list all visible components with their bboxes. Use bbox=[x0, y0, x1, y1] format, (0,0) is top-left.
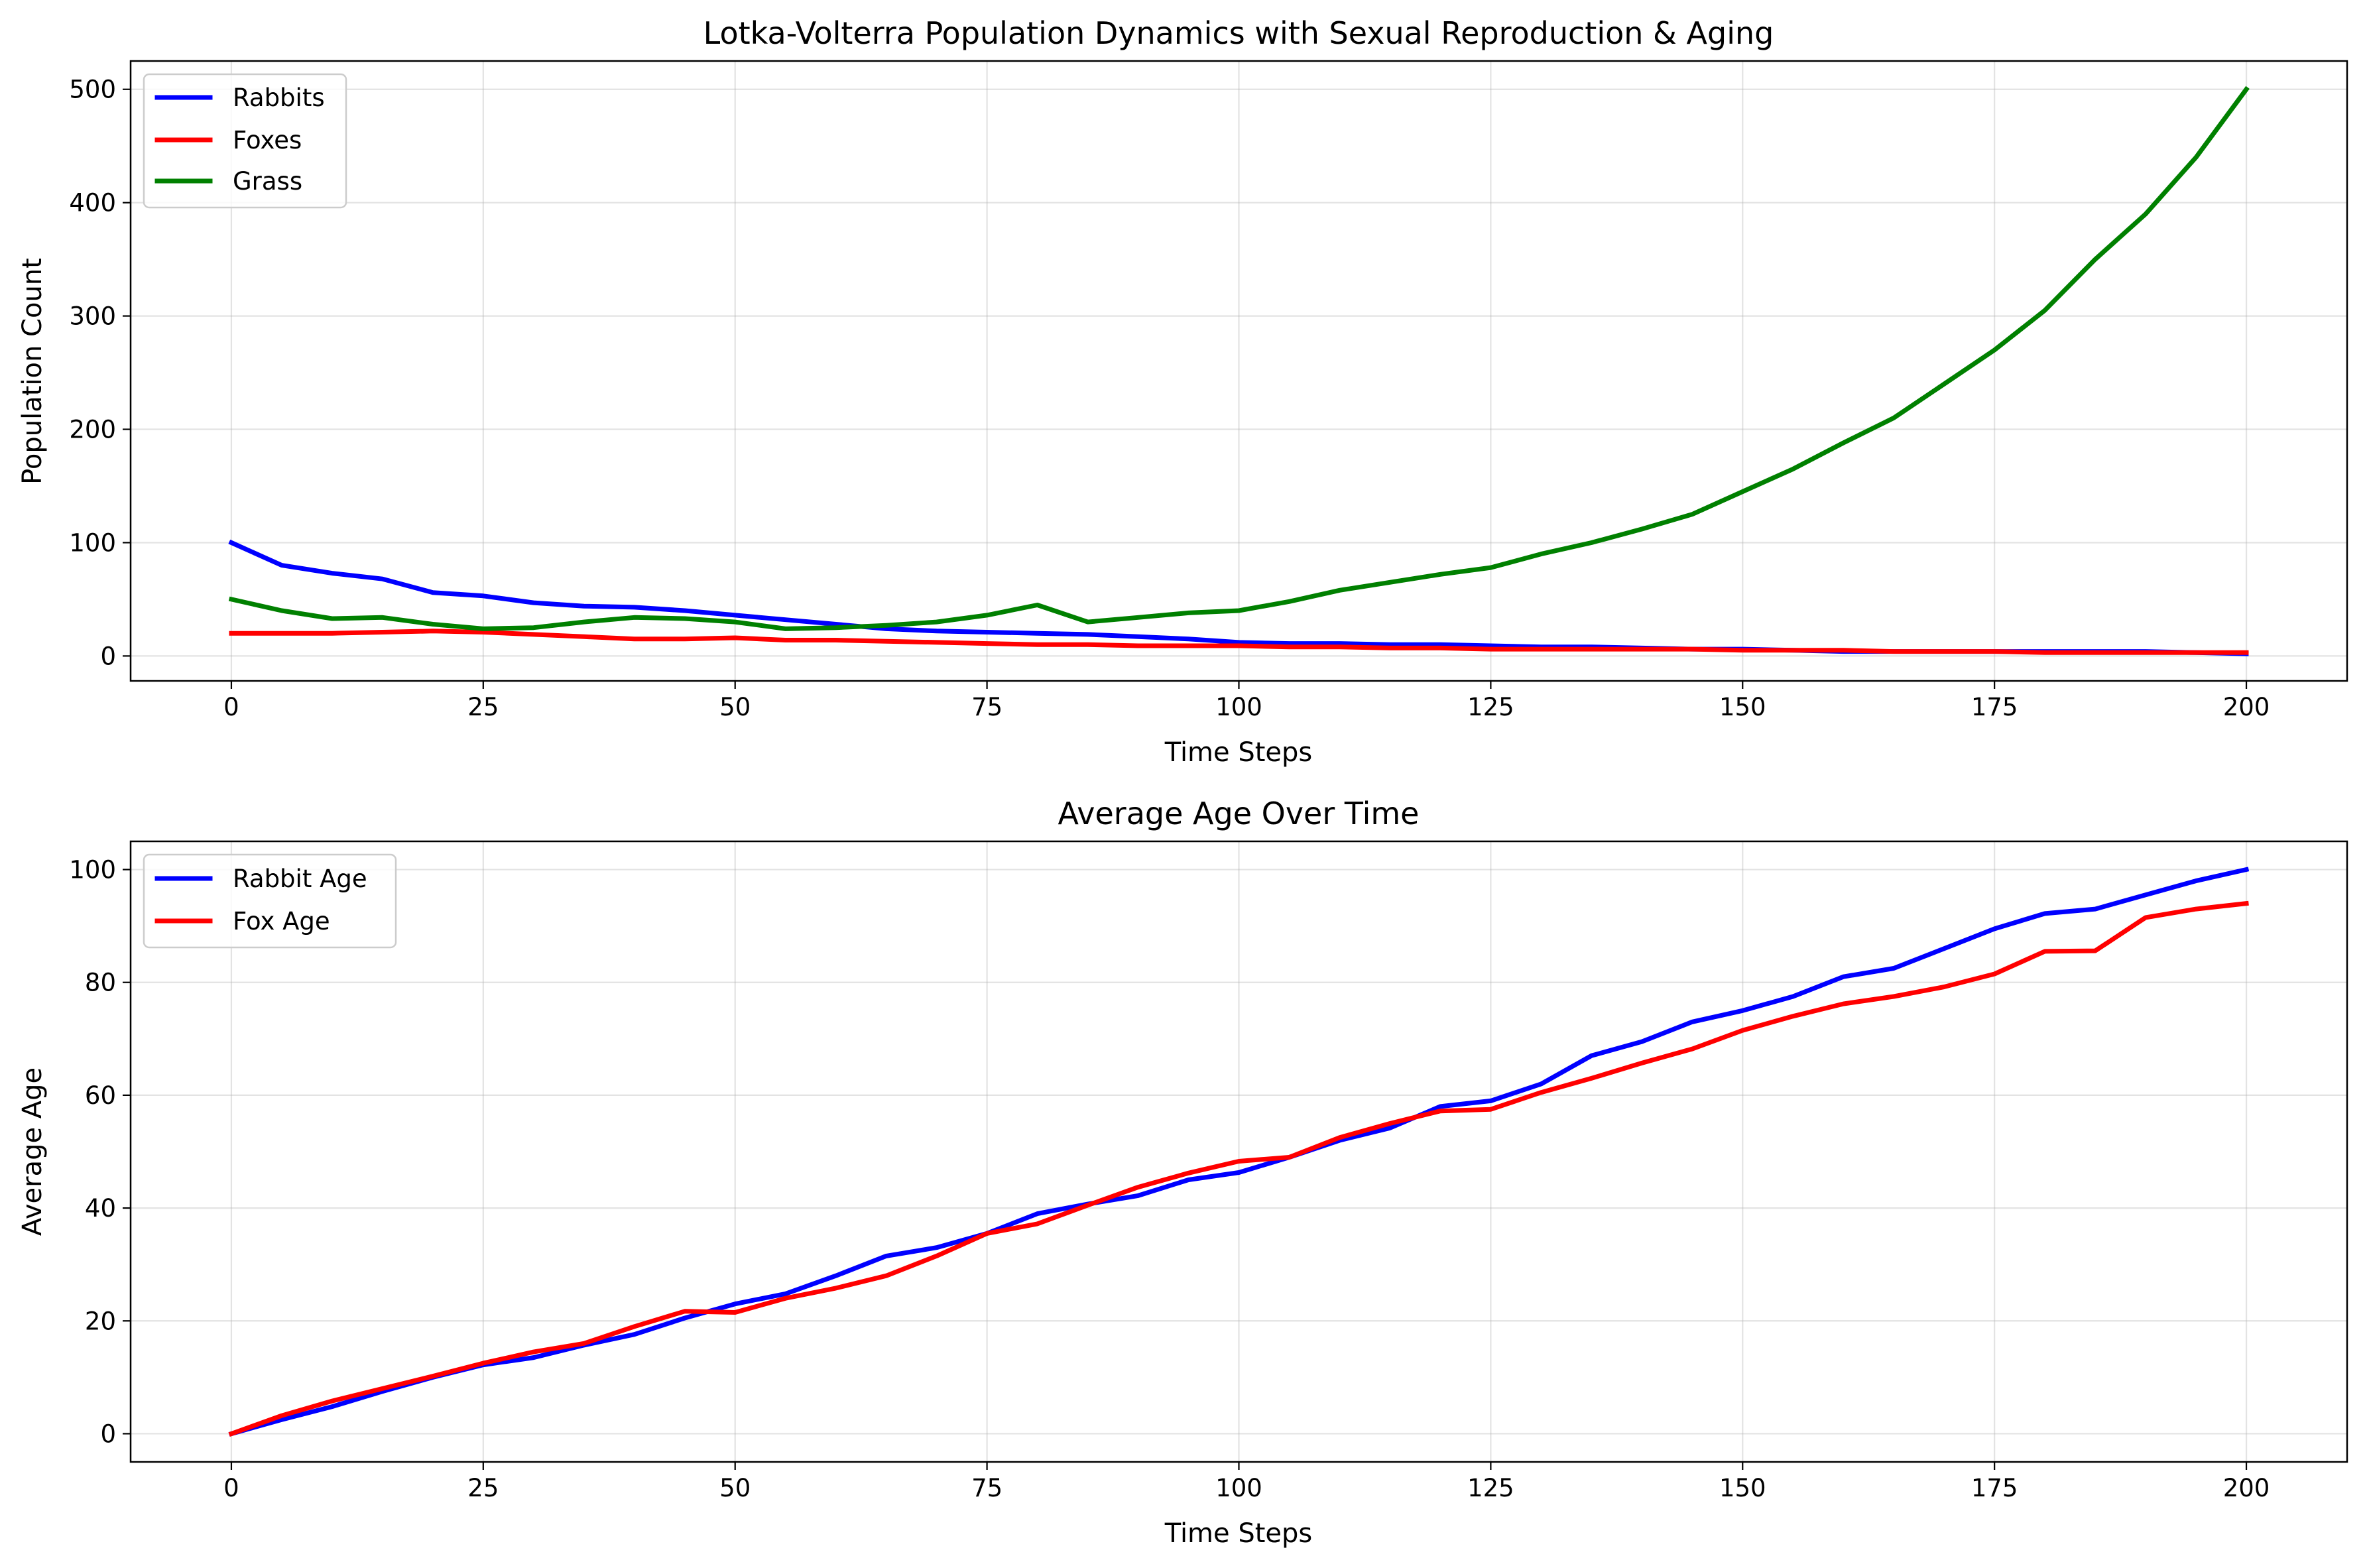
population-x-axis-label: Time Steps bbox=[1164, 737, 1313, 768]
population-y-tick-label: 300 bbox=[69, 302, 116, 331]
age-y-axis-label: Average Age bbox=[17, 1067, 48, 1236]
age-chart: 0 25 50 75 100 125 150 175 200 0 20 40 60 80 100 Avera… bbox=[17, 796, 2348, 1549]
age-x-tick-label: 100 bbox=[1215, 1474, 1262, 1502]
legend-label-rabbits: Rabbits bbox=[233, 84, 325, 112]
age-x-tick-label: 200 bbox=[2223, 1474, 2270, 1502]
population-chart-title: Lotka-Volterra Population Dynamics with … bbox=[703, 15, 1774, 51]
age-x-tick-label: 50 bbox=[719, 1474, 751, 1502]
population-y-tick-label: 400 bbox=[69, 189, 116, 217]
age-x-tick-label: 125 bbox=[1467, 1474, 1514, 1502]
age-y-tick-label: 100 bbox=[69, 856, 116, 884]
series-line-foxes bbox=[229, 629, 2249, 655]
population-y-tick-label: 200 bbox=[69, 416, 116, 444]
series-line-rabbit-age bbox=[228, 867, 2250, 1437]
legend-label-foxes: Foxes bbox=[233, 126, 302, 154]
age-grid bbox=[131, 841, 2347, 1462]
population-y-axis-label: Population Count bbox=[17, 258, 48, 485]
age-x-tick-label: 0 bbox=[223, 1474, 239, 1502]
population-x-tick-label: 125 bbox=[1467, 693, 1514, 721]
legend-label-grass: Grass bbox=[233, 167, 302, 196]
legend-label-fox-age: Fox Age bbox=[233, 907, 330, 935]
population-chart: 0 25 50 75 100 125 150 175 200 0 100 200 300 400 500 L… bbox=[17, 15, 2348, 768]
age-y-tick-label: 60 bbox=[85, 1081, 116, 1110]
population-ticks: 0 25 50 75 100 125 150 175 200 0 100 200 300 400 500 bbox=[69, 76, 2270, 721]
age-y-tick-label: 0 bbox=[100, 1419, 116, 1448]
series-line-fox-age bbox=[228, 900, 2249, 1437]
age-lines bbox=[228, 867, 2250, 1437]
population-legend-box bbox=[143, 73, 347, 209]
age-y-tick-label: 40 bbox=[85, 1194, 116, 1223]
age-x-tick-label: 150 bbox=[1719, 1474, 1766, 1502]
age-x-axis-label: Time Steps bbox=[1164, 1518, 1313, 1549]
population-y-tick-label: 0 bbox=[100, 642, 116, 670]
population-x-tick-label: 75 bbox=[971, 693, 1002, 721]
age-ticks: 0 25 50 75 100 125 150 175 200 0 20 40 60 80 100 bbox=[69, 856, 2270, 1502]
population-x-tick-label: 150 bbox=[1719, 693, 1766, 721]
population-x-tick-label: 0 bbox=[223, 693, 239, 721]
series-line-grass bbox=[228, 86, 2250, 631]
age-chart-title: Average Age Over Time bbox=[1058, 796, 1420, 831]
age-x-tick-label: 75 bbox=[971, 1474, 1002, 1502]
population-x-tick-label: 175 bbox=[1971, 693, 2018, 721]
age-x-tick-label: 175 bbox=[1971, 1474, 2018, 1502]
population-x-tick-label: 100 bbox=[1215, 693, 1262, 721]
population-x-tick-label: 50 bbox=[719, 693, 751, 721]
age-legend: Rabbit Age Fox Age bbox=[143, 853, 397, 949]
legend-label-rabbit-age: Rabbit Age bbox=[233, 865, 367, 893]
population-x-tick-label: 200 bbox=[2223, 693, 2270, 721]
population-x-tick-label: 25 bbox=[467, 693, 499, 721]
age-y-tick-label: 20 bbox=[85, 1307, 116, 1335]
population-lines bbox=[228, 86, 2250, 656]
age-x-tick-label: 25 bbox=[467, 1474, 499, 1502]
population-y-tick-label: 100 bbox=[69, 528, 116, 557]
age-y-tick-label: 80 bbox=[85, 969, 116, 997]
population-grid bbox=[131, 61, 2347, 681]
population-y-tick-label: 500 bbox=[69, 76, 116, 104]
population-legend: Rabbits Foxes Grass bbox=[143, 73, 347, 209]
